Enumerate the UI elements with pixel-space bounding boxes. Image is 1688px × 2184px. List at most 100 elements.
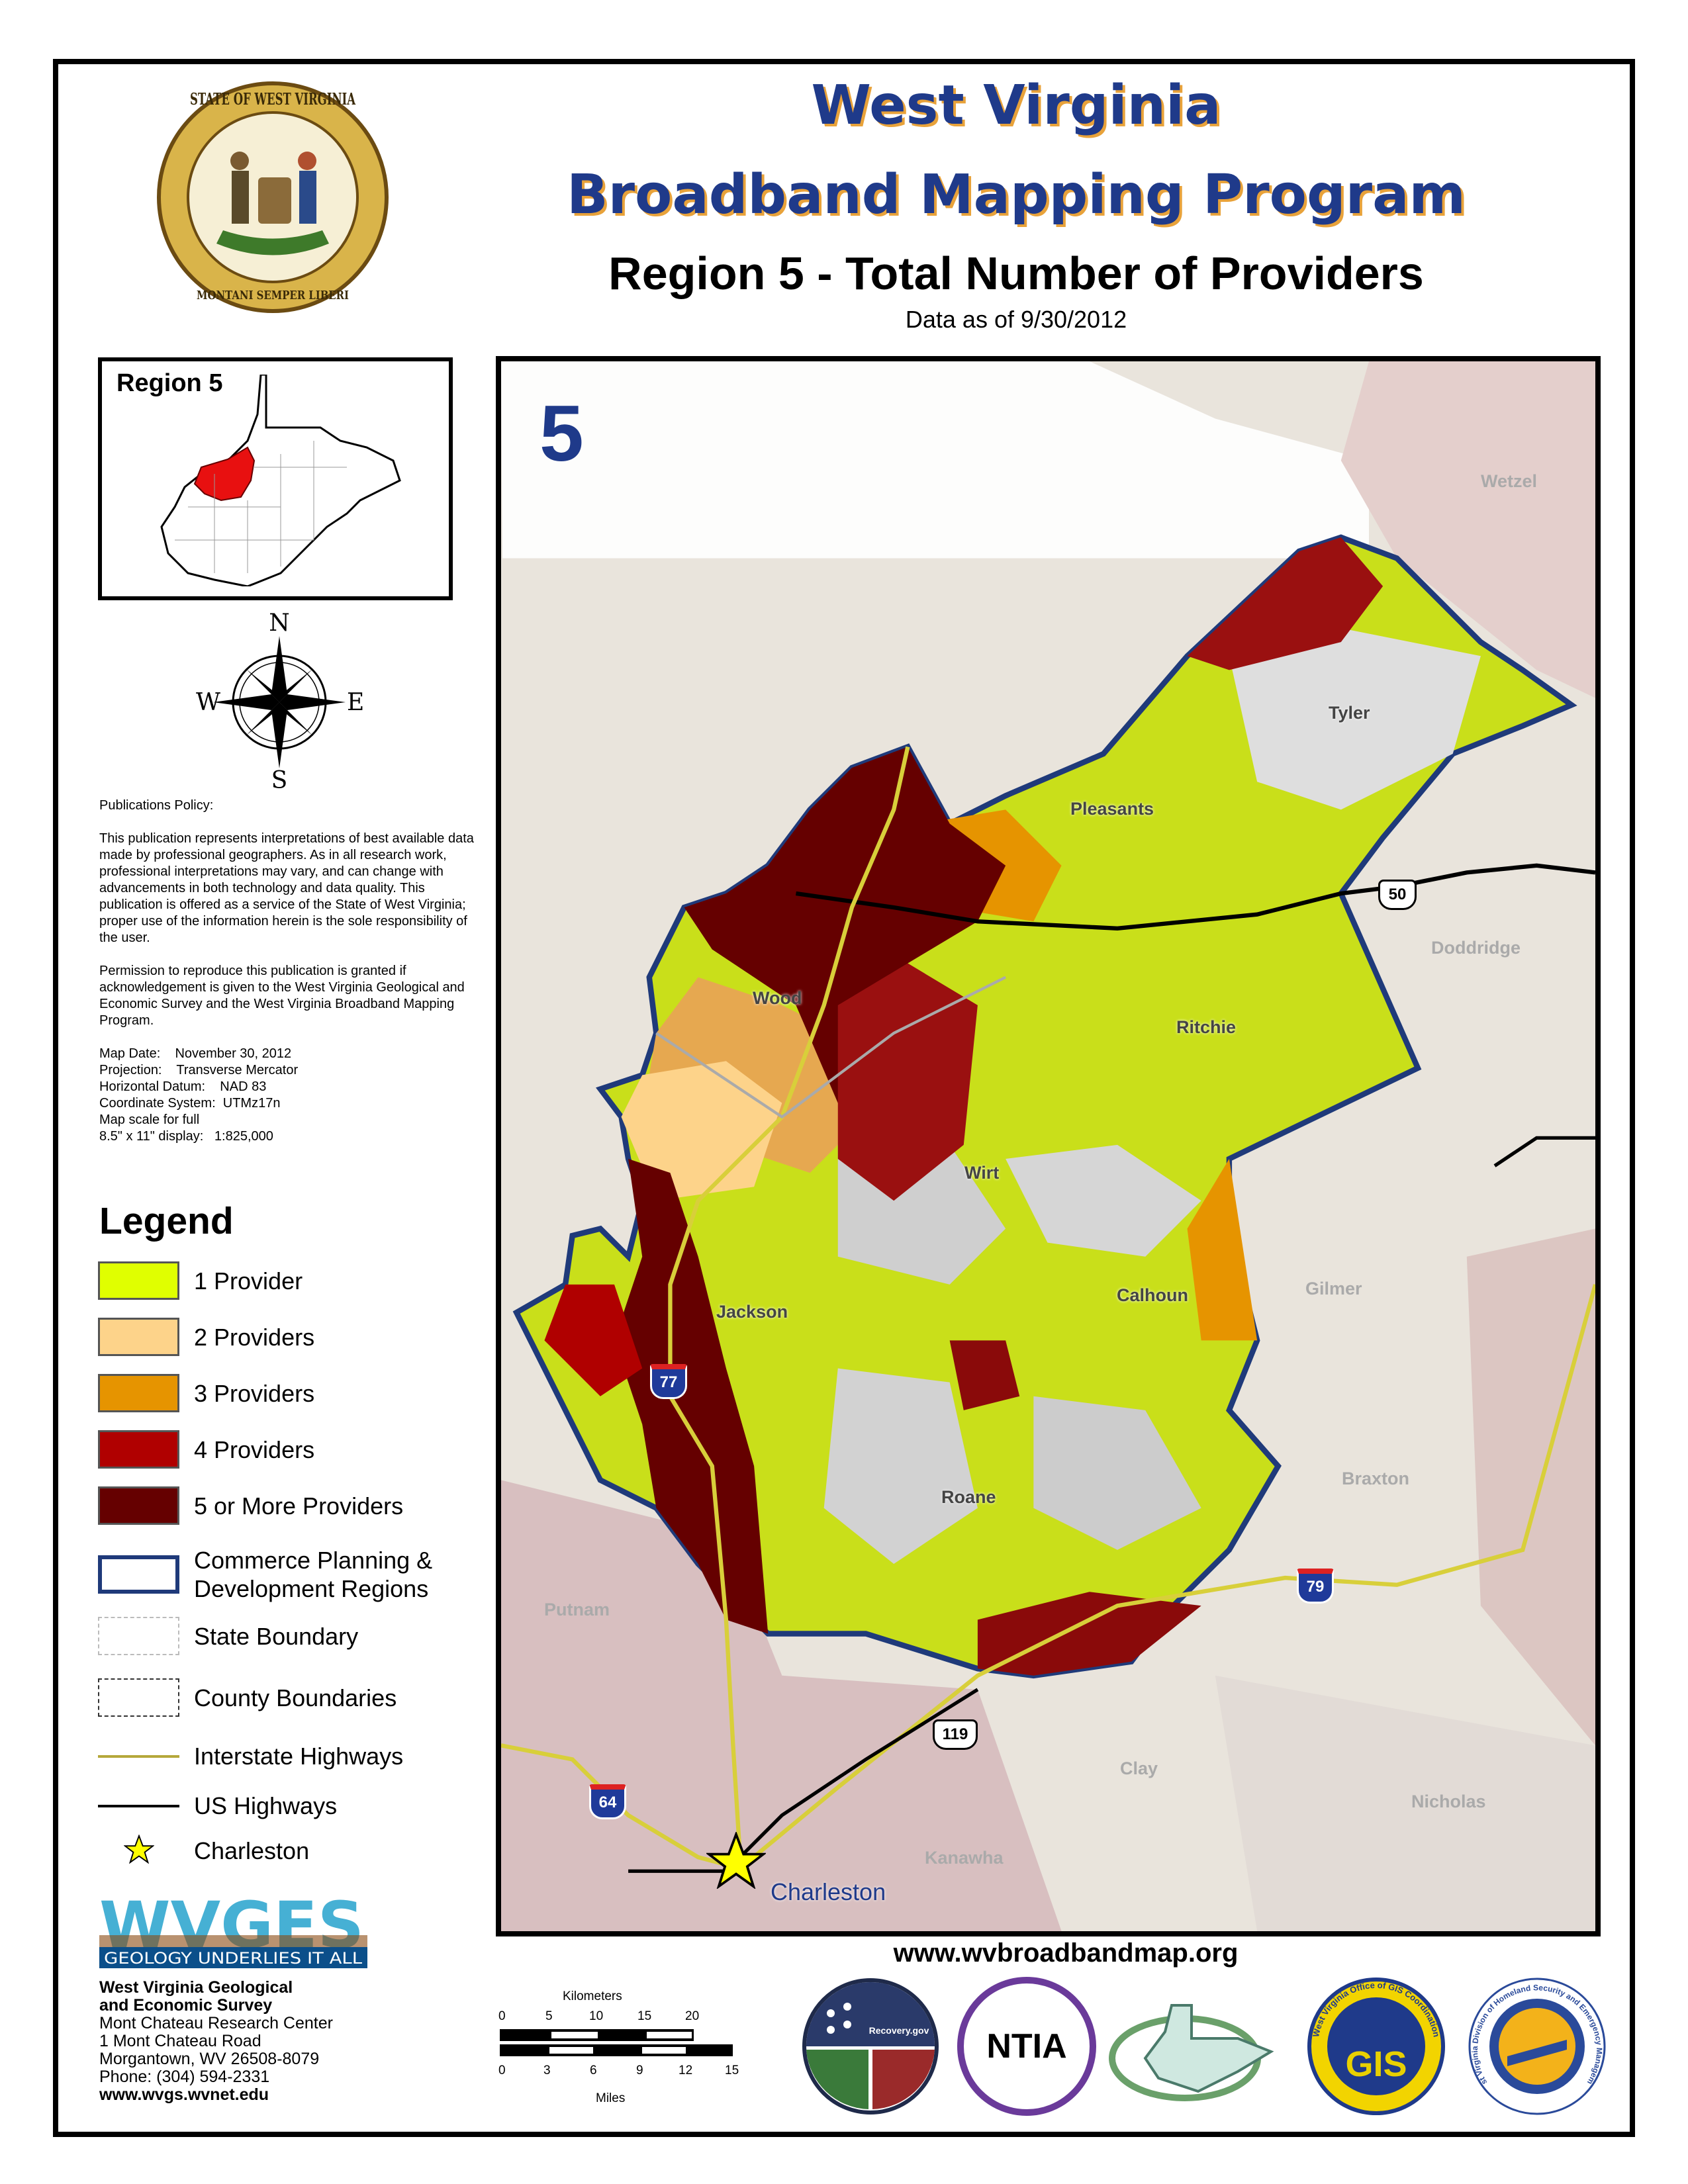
compass-rose-icon: N S W E [196, 612, 364, 791]
map-subtitle: Region 5 - Total Number of Providers [608, 248, 1424, 299]
data-date: Data as of 9/30/2012 [905, 306, 1127, 333]
county-label-wood: Wood [753, 988, 802, 1008]
legend-label: 2 Providers [194, 1323, 315, 1351]
legend-label: Commerce Planning & Development Regions [194, 1547, 433, 1602]
star-icon [98, 1834, 179, 1867]
policy-para2: Permission to reproduce this publication… [99, 964, 465, 1028]
recovery-gov-text: Recovery.gov [869, 2025, 929, 2036]
i-79-shield: 79 [1297, 1569, 1334, 1604]
county-label-roane: Roane [941, 1487, 996, 1507]
svg-text:MONTANI SEMPER LIBERI: MONTANI SEMPER LIBERI [197, 289, 349, 302]
org-website-link[interactable]: www.wvgs.wvnet.edu [99, 2085, 269, 2104]
legend-swatch [98, 1617, 179, 1655]
legend-item-us-highways: US Highways [98, 1792, 337, 1820]
map-meta-1: Projection: Transverse Mercator [99, 1063, 299, 1077]
legend-item-1-provider: 1 Provider [98, 1261, 303, 1300]
compass-w: W [196, 689, 220, 716]
svg-text:STATE OF WEST VIRGINIA: STATE OF WEST VIRGINIA [190, 89, 355, 109]
address-line: Mont Chateau Research Center [99, 2014, 333, 2032]
county-label-tyler: Tyler [1329, 703, 1370, 723]
org-name-line2: and Economic Survey [99, 1996, 273, 2015]
legend-label: 3 Providers [194, 1379, 315, 1407]
state-seal-icon: STATE OF WEST VIRGINIA MONTANI SEMPER LI… [157, 81, 389, 313]
wvges-logo: WVGES GEOLOGY UNDERLIES IT ALL [99, 1894, 367, 1968]
scale-bar-graphic [500, 2029, 733, 2056]
legend-item-2-providers: 2 Providers [98, 1318, 314, 1356]
km-tick: 15 [637, 2009, 652, 2023]
legend-label: Interstate Highways [194, 1743, 404, 1770]
legend-label: State Boundary [194, 1622, 359, 1650]
county-label-ritchie: Ritchie [1176, 1017, 1237, 1037]
legend-label: US Highways [194, 1792, 338, 1819]
address-line: Morgantown, WV 26508-8079 [99, 2050, 320, 2068]
mi-tick: 12 [679, 2064, 693, 2077]
wv-outline-logo [1109, 2004, 1274, 2101]
county-label-calhoun: Calhoun [1117, 1285, 1188, 1305]
title-line1: West Virginia [811, 74, 1221, 137]
county-label-braxton: Braxton [1342, 1469, 1410, 1488]
i-64-shield: 64 [589, 1784, 626, 1819]
wv-gis-coordination-logo: West Virginia Office of GIS Coordination… [1307, 1978, 1445, 2115]
wvges-tagline: GEOLOGY UNDERLIES IT ALL [104, 1949, 363, 1968]
legend-swatch [98, 1374, 179, 1412]
scale-km-label: Kilometers [563, 1989, 622, 2003]
km-tick: 10 [589, 2009, 604, 2023]
map-canvas [501, 361, 1595, 1931]
map-meta-0: Map Date: November 30, 2012 [99, 1046, 292, 1061]
mi-tick: 3 [543, 2064, 551, 2077]
county-label-kanawha: Kanawha [925, 1848, 1004, 1868]
wv-locator-map [160, 375, 401, 586]
policy-heading: Publications Policy: [99, 798, 214, 813]
scale-mi-label: Miles [596, 2091, 626, 2105]
legend-item-charleston: Charleston [98, 1834, 309, 1867]
compass-s: S [271, 767, 288, 791]
us-119-shield: 119 [933, 1719, 978, 1750]
i-77-shield: 77 [650, 1364, 687, 1399]
region-map[interactable]: 5 Wetzel Tyler Pleasants Doddridge Ritch… [496, 356, 1601, 1936]
title-line2: Broadband Mapping Program [567, 163, 1466, 226]
website-link[interactable]: www.wvbroadbandmap.org [893, 1938, 1239, 1968]
legend-title: Legend [99, 1200, 234, 1242]
city-label-charleston: Charleston [771, 1878, 886, 1905]
gis-logo-text: GIS [1345, 2044, 1407, 2084]
county-label-gilmer: Gilmer [1305, 1279, 1362, 1298]
org-name-line1: West Virginia Geological [99, 1978, 293, 1997]
wv-homeland-security-logo: West Virginia Division of Homeland Secur… [1468, 1977, 1606, 2115]
legend-line-interstate [98, 1754, 179, 1758]
county-label-wetzel: Wetzel [1481, 471, 1538, 491]
policy-para1: This publication represents interpretati… [99, 831, 474, 945]
mi-tick: 15 [725, 2064, 739, 2077]
mi-tick: 6 [590, 2064, 597, 2077]
legend-item-interstate: Interstate Highways [98, 1742, 403, 1770]
county-label-nicholas: Nicholas [1411, 1792, 1486, 1811]
legend-item-4-providers: 4 Providers [98, 1430, 314, 1469]
county-label-jackson: Jackson [716, 1302, 788, 1322]
region-number: 5 [539, 389, 584, 478]
page-border [53, 59, 1635, 2137]
legend-swatch [98, 1261, 179, 1300]
legend-item-county-boundaries: County Boundaries [98, 1678, 397, 1717]
county-label-pleasants: Pleasants [1070, 799, 1154, 819]
us-50-highway [795, 863, 1595, 931]
legend-line-us-highway [98, 1804, 179, 1807]
legend-label: 1 Provider [194, 1267, 303, 1295]
mi-tick: 9 [636, 2064, 643, 2077]
map-meta-5: 8.5" x 11" display: 1:825,000 [99, 1129, 273, 1144]
mi-tick: 0 [498, 2064, 506, 2077]
km-tick: 20 [685, 2009, 700, 2023]
legend-item-3-providers: 3 Providers [98, 1374, 314, 1412]
legend-label: County Boundaries [194, 1684, 397, 1711]
map-meta-3: Coordinate System: UTMz17n [99, 1096, 281, 1111]
publications-policy: Publications Policy: This publication rep… [99, 797, 483, 1145]
compass-n: N [269, 612, 290, 637]
wvges-address: West Virginia Geological and Economic Sur… [99, 1979, 333, 2104]
scale-bar: Kilometers 0 5 10 15 20 0 3 6 9 12 15 Mi… [493, 1985, 745, 2105]
legend-item-commerce-regions: Commerce Planning & Development Regions [98, 1546, 459, 1603]
county-label-doddridge: Doddridge [1431, 938, 1521, 958]
map-meta-4: Map scale for full [99, 1113, 200, 1127]
legend-swatch [98, 1678, 179, 1717]
legend-label: 4 Providers [194, 1435, 315, 1463]
county-label-clay: Clay [1120, 1758, 1158, 1778]
inset-label: Region 5 [117, 369, 223, 397]
us-50-shield: 50 [1378, 880, 1417, 910]
